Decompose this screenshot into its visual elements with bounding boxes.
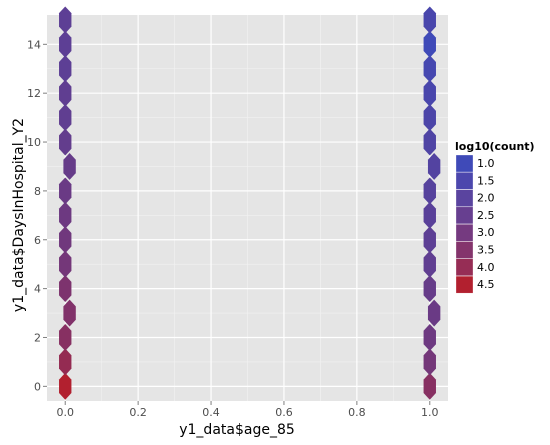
x-tick-label: 0.0 [56,406,74,419]
y-tick-label: 4 [34,283,41,296]
x-tick-label: 0.2 [129,406,147,419]
y-tick-label: 0 [34,380,41,393]
legend-swatch [456,242,473,259]
x-axis-title: y1_data$age_85 [179,422,295,438]
x-axis-ticks: 0.0 0.2 0.4 0.6 0.8 1.0 [56,401,438,419]
legend-label: 2.0 [477,192,495,205]
legend-swatch [456,172,473,189]
legend-label: 1.5 [477,174,495,187]
legend-label: 4.5 [477,278,495,291]
legend-swatch [456,224,473,241]
legend-swatch [456,155,473,172]
y-tick-label: 12 [27,87,41,100]
y-axis-title: y1_data$DaysInHospital_Y2 [11,118,27,312]
legend-label: 4.0 [477,261,495,274]
legend-label: 1.0 [477,157,495,170]
legend-label: 3.0 [477,226,495,239]
legend-keys: 1.0 1.5 2.0 2.5 3.0 3.5 4.0 4.5 [456,155,495,293]
y-tick-label: 6 [34,234,41,247]
legend-swatch [456,207,473,224]
legend-label: 3.5 [477,244,495,257]
y-tick-label: 8 [34,185,41,198]
x-tick-label: 0.6 [275,406,293,419]
legend-swatch [456,276,473,293]
x-tick-label: 1.0 [421,406,439,419]
y-axis-ticks: 0 2 4 6 8 10 12 14 [27,38,47,393]
y-tick-label: 14 [27,38,41,51]
legend-swatch [456,259,473,276]
y-tick-label: 10 [27,136,41,149]
x-tick-label: 0.8 [348,406,366,419]
legend-label: 2.5 [477,209,495,222]
legend-swatch [456,190,473,207]
legend-title: log10(count) [455,140,535,153]
x-tick-label: 0.4 [202,406,220,419]
legend: log10(count) 1.0 1.5 2.0 2.5 3.0 3.5 4.0 4.5 [455,140,535,293]
y-tick-label: 2 [34,331,41,344]
